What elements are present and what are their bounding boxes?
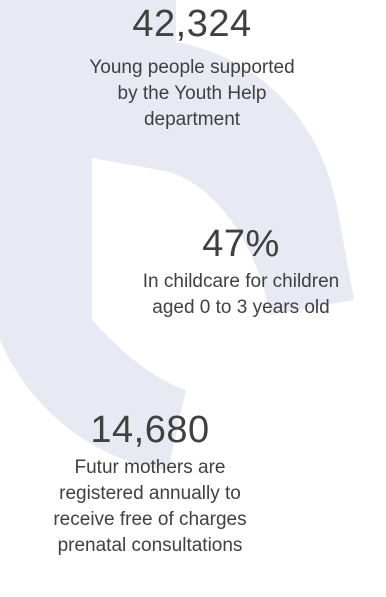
stat-label-line: aged 0 to 3 years old [152, 297, 330, 318]
stat-value: 47% [202, 223, 280, 265]
ring-arc [0, 0, 354, 470]
stat-label: In childcare for children aged 0 to 3 ye… [96, 269, 386, 321]
stat-future-mothers: 14,680 Futur mothers are registered annu… [0, 408, 300, 559]
stat-label: Young people supported by the Youth Help… [30, 55, 354, 133]
stat-label-line: department [143, 109, 241, 130]
stat-value: 14,680 [90, 409, 210, 451]
stat-label-line: prenatal consultations [57, 535, 243, 556]
stat-label: Futur mothers are registered annually to… [0, 455, 300, 559]
stat-label-line: Futur mothers are [74, 457, 226, 478]
stat-label-line: by the Youth Help [117, 83, 267, 104]
stat-childcare: 47% In childcare for children aged 0 to … [96, 222, 386, 321]
stat-label-line: receive free of charges [53, 509, 247, 530]
stat-young-people: 42,324 Young people supported by the You… [30, 2, 354, 133]
stat-label-line: Young people supported [89, 57, 295, 78]
stat-label-line: registered annually to [59, 483, 241, 504]
stat-label-line: In childcare for children [142, 271, 340, 292]
stat-value: 42,324 [132, 3, 252, 45]
